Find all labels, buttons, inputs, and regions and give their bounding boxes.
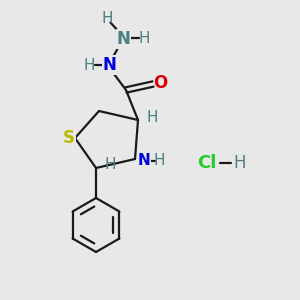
Text: H: H	[234, 154, 246, 172]
Text: H: H	[105, 157, 116, 172]
Text: O: O	[153, 74, 168, 92]
Text: Cl: Cl	[197, 154, 217, 172]
Text: H: H	[147, 110, 158, 125]
Text: H: H	[154, 153, 165, 168]
Text: H: H	[84, 58, 95, 73]
Text: H: H	[101, 11, 113, 26]
Text: N: N	[117, 30, 130, 48]
Text: H: H	[139, 31, 150, 46]
Text: N: N	[103, 56, 116, 74]
Text: N: N	[137, 153, 150, 168]
Text: S: S	[62, 129, 74, 147]
